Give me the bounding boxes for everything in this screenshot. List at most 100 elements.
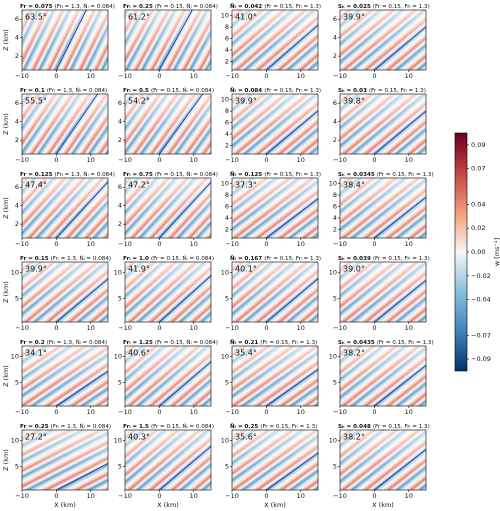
- ray-line: [374, 26, 426, 70]
- y-tick-label: 5: [225, 295, 229, 303]
- panel-frame: [231, 261, 319, 323]
- panel-param: Fr = 0.25: [20, 424, 49, 430]
- panel-note: (Fr = 0.15, Frₗ = 1.3): [377, 172, 434, 178]
- x-tick-label: 0: [54, 240, 58, 248]
- field-fade: [232, 262, 318, 322]
- panel-param: Ñₗ = 0.042: [230, 3, 262, 10]
- y-tick-label: 10: [221, 436, 229, 444]
- y-tick-label: 5: [333, 295, 337, 303]
- x-tick-label: 10: [405, 240, 413, 248]
- panel-title: Frₗ = 0.5 (Fr = 0.15, Ñₗ = 0.084): [123, 87, 214, 94]
- y-tick-label: 5: [15, 295, 19, 303]
- field-fade: [125, 178, 211, 238]
- panel-frame: [339, 261, 427, 323]
- x-tick-label: 0: [157, 72, 161, 80]
- colorbar-tick-label: 0.07: [471, 165, 485, 173]
- field-fade: [340, 346, 426, 406]
- panel-param: Frₗ = 0.5: [123, 88, 149, 94]
- x-tick-label: 10: [87, 72, 95, 80]
- x-tick-label: 0: [264, 240, 268, 248]
- panel-frame: [21, 177, 109, 239]
- panel-param: Ñₗ = 0.084: [230, 87, 262, 94]
- ray-line: [266, 198, 318, 238]
- panel-param: Sₕ = 0.0345: [338, 172, 375, 178]
- field-fade: [232, 10, 318, 70]
- panel-note: (Fr = 0.15, Frₗ = 1.3): [264, 172, 321, 178]
- x-tick-label: 10: [297, 492, 305, 500]
- y-tick-label: 5: [118, 463, 122, 471]
- panel-title: Sₕ = 0.048 (Fr = 0.15, Frₗ = 1.3): [338, 424, 430, 430]
- panel-param: Frₗ = 0.75: [123, 172, 153, 178]
- ray-line: [56, 181, 108, 238]
- panel: Ñₗ = 0.042 (Fr = 0.15, Frₗ = 1.3) 41.0° −10…: [221, 3, 321, 81]
- ray-line: [159, 361, 211, 406]
- y-tick-label: 4: [225, 130, 229, 138]
- x-tick-label: 0: [372, 492, 376, 500]
- x-tick-label: 10: [87, 324, 95, 332]
- panel-title: Ñₗ = 0.125 (Fr = 0.15, Frₗ = 1.3): [230, 171, 321, 178]
- field-fade: [125, 262, 211, 322]
- x-tick-label: −10: [225, 72, 239, 80]
- angle-label: 40.1°: [235, 265, 257, 274]
- x-tick-label: −10: [118, 156, 132, 164]
- field-fade: [232, 346, 318, 406]
- panel-note: (Fr = 0.15, Frₗ = 1.3): [373, 4, 430, 10]
- x-tick-label: 10: [190, 408, 198, 416]
- ray-line: [159, 275, 211, 322]
- panel-title: Frₗ = 0.75 (Fr = 0.15, Ñₗ = 0.084): [123, 171, 218, 178]
- x-tick-label: 0: [372, 324, 376, 332]
- ray-line: [374, 279, 426, 322]
- y-tick-label: 10: [221, 352, 229, 360]
- x-tick-label: 10: [297, 72, 305, 80]
- panel-title: Sₕ = 0.039 (Fr = 0.15, Frₗ = 1.3): [338, 256, 430, 262]
- y-tick-label: 4: [15, 202, 19, 210]
- x-tick-label: −10: [15, 324, 29, 332]
- colorbar-tick-label: −0.04: [471, 296, 491, 304]
- field-fade: [125, 94, 211, 154]
- panel-frame: [21, 345, 109, 407]
- x-tick-label: 0: [54, 72, 58, 80]
- x-tick-label: −10: [15, 156, 29, 164]
- panel-note: (Fr = 0.15, Frₗ = 1.3): [377, 340, 434, 346]
- y-tick-label: 6: [118, 183, 122, 191]
- x-tick-label: 0: [54, 492, 58, 500]
- panel-title: Fr = 0.25 (Frₗ = 1.3, Ñₗ = 0.084): [20, 423, 111, 430]
- field-fade: [22, 262, 108, 322]
- panel-title: Frₗ = 1.25 (Fr = 0.15, Ñₗ = 0.084): [123, 339, 218, 346]
- ray-line: [266, 278, 318, 322]
- panel-frame: [339, 93, 427, 155]
- panel-param: Ñₗ = 0.167: [230, 255, 262, 262]
- y-tick-label: 2: [333, 225, 337, 233]
- panel: Frₗ = 1.5 (Fr = 0.15, Ñₗ = 0.084)40.3°−10…: [114, 423, 214, 510]
- field-fade: [340, 430, 426, 490]
- x-tick-label: 10: [190, 156, 198, 164]
- y-tick-label: 5: [333, 379, 337, 387]
- colorbar-label: w [ms⁻¹]: [493, 238, 500, 266]
- y-tick-label: 4: [333, 118, 337, 126]
- x-tick-label: 0: [157, 156, 161, 164]
- x-tick-label: 10: [190, 240, 198, 248]
- colorbar-tick-label: −0.09: [471, 355, 491, 363]
- x-axis-label: X (km): [264, 501, 286, 509]
- y-tick-label: 10: [11, 436, 19, 444]
- panel-note: (Fr = 0.15, Frₗ = 1.3): [373, 424, 430, 430]
- x-tick-label: −10: [225, 240, 239, 248]
- angle-label: 63.5°: [25, 13, 47, 22]
- panel: Fr = 0.1 (Frₗ = 1.3, Ñₗ = 0.084)55.5°−10 0…: [2, 87, 109, 164]
- panel-param: Sₕ = 0.0435: [338, 340, 375, 346]
- y-tick-label: 5: [225, 379, 229, 387]
- x-tick-label: −10: [118, 324, 132, 332]
- x-tick-label: 0: [372, 156, 376, 164]
- x-tick-label: −10: [333, 240, 347, 248]
- panel-frame: [21, 429, 109, 491]
- colorbar: [454, 132, 468, 372]
- panel-param: Frₗ = 1.25: [123, 340, 153, 346]
- panel-param: Frₗ = 1.0: [123, 256, 149, 262]
- y-tick-label: 6: [333, 99, 337, 107]
- panel: Sₕ = 0.025 (Fr = 0.15, Frₗ = 1.3) 39.9° −10…: [333, 4, 430, 81]
- panel-note: (Frₗ = 1.3, Ñₗ = 0.084): [55, 171, 115, 178]
- x-tick-label: −10: [333, 324, 347, 332]
- x-tick-label: −10: [225, 324, 239, 332]
- panel-param: Sₕ = 0.025: [338, 4, 371, 10]
